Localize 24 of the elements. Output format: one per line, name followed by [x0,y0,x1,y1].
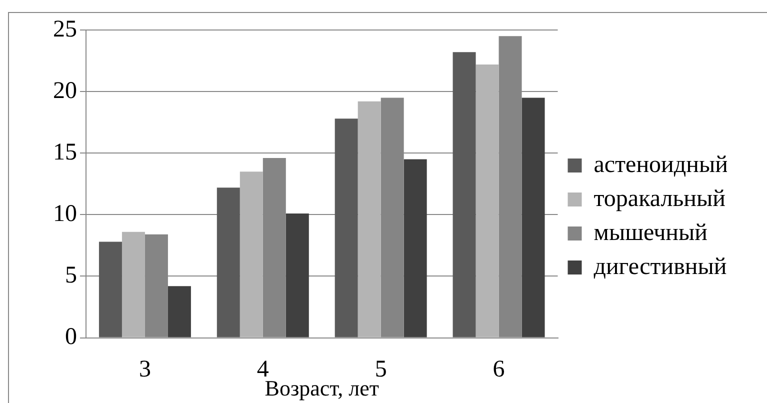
y-tick-label: 0 [65,324,77,350]
legend-label: торакальный [594,186,726,212]
y-tick-label: 5 [65,262,77,289]
y-tick-label: 20 [53,78,77,104]
bar [404,159,427,338]
legend-label: мышечный [594,220,708,246]
bar [452,52,476,338]
bar [476,64,499,338]
bar [240,172,263,338]
bar [334,118,358,338]
y-tick-label: 15 [53,139,77,166]
legend-label: астеноидный [594,152,728,178]
x-tick-label: 3 [138,356,151,382]
bar [98,242,122,338]
bar [168,286,191,338]
y-tick-label: 10 [53,200,77,227]
bar [358,101,381,338]
legend-label: дигестивный [594,254,727,280]
bar [522,98,545,338]
bar [216,188,240,338]
y-tick-label: 25 [53,16,77,42]
x-tick-label: 6 [492,356,505,382]
bar [286,213,309,338]
bar [122,232,145,338]
